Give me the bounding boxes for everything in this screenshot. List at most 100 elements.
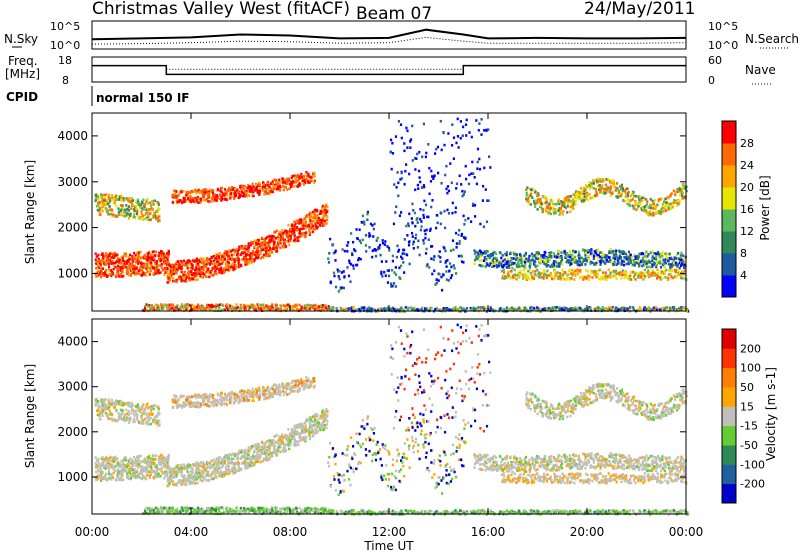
power-cell [251, 303, 254, 307]
power-cell [230, 264, 233, 268]
power-cell [304, 233, 307, 237]
power-cell [289, 228, 292, 231]
velocity-cell [101, 471, 104, 474]
power-cell [666, 306, 669, 309]
power-cell [171, 276, 174, 280]
power-cell [342, 286, 345, 290]
power-cell [583, 249, 586, 252]
power-cell [313, 227, 316, 231]
power-cell [647, 274, 650, 278]
power-cell [548, 202, 551, 205]
power-cell [255, 240, 258, 244]
power-cell [627, 250, 631, 254]
power-cell [523, 254, 526, 258]
power-cell [492, 260, 495, 264]
power-cell [574, 203, 577, 206]
power-cell [271, 234, 274, 238]
power-cell [676, 199, 679, 203]
power-cell [489, 306, 492, 309]
power-cell [549, 265, 552, 268]
power-cell [258, 251, 261, 255]
power-cell [660, 254, 663, 258]
power-cell [191, 197, 194, 200]
power-cell [112, 201, 115, 204]
power-cell [463, 308, 466, 312]
power-cell [157, 264, 160, 267]
power-cell [411, 221, 414, 225]
power-cell [119, 267, 123, 271]
power-cell [330, 306, 333, 309]
power-cell [639, 203, 642, 206]
power-cell [507, 260, 510, 263]
power-cell [622, 198, 625, 202]
power-cell [272, 307, 275, 310]
power-cell [530, 192, 533, 196]
power-cell [478, 122, 481, 125]
power-cell [462, 261, 465, 264]
power-cell [115, 254, 118, 257]
power-cell [626, 258, 630, 261]
power-cell [568, 278, 572, 281]
power-cell [230, 192, 233, 196]
power-cell [247, 194, 250, 197]
power-cell [555, 306, 558, 309]
power-cell [542, 260, 545, 263]
power-cell [316, 308, 319, 311]
power-cell [218, 197, 221, 201]
power-cell [643, 255, 646, 258]
power-cell [640, 273, 643, 277]
power-cell [113, 197, 116, 201]
power-cell [243, 257, 246, 261]
power-cell [265, 250, 268, 253]
power-cell [639, 260, 642, 264]
power-cell [525, 199, 529, 202]
power-cell [586, 275, 589, 279]
power-cell [152, 199, 155, 203]
power-cell [153, 267, 156, 271]
power-cell [240, 189, 243, 192]
velocity-cell [119, 472, 122, 476]
power-cell [251, 182, 254, 186]
power-cell [666, 257, 669, 260]
power-cell [310, 213, 313, 217]
power-cell [222, 256, 225, 259]
power-cell [472, 306, 475, 310]
power-cell [647, 273, 650, 276]
power-cell [248, 260, 251, 263]
power-cell [208, 258, 212, 261]
power-cell [199, 257, 202, 260]
power-cell [197, 201, 200, 204]
power-cell [439, 211, 442, 214]
power-cell [538, 272, 541, 276]
power-cell [208, 304, 211, 307]
power-cell [625, 307, 628, 310]
power-cell [549, 271, 552, 275]
power-cell [483, 250, 486, 253]
power-cell [525, 257, 528, 261]
power-cell [273, 241, 276, 244]
power-cell [224, 190, 228, 193]
power-cell [268, 243, 271, 246]
power-cell [566, 308, 569, 311]
power-cell [465, 308, 468, 312]
power-cell [285, 308, 288, 311]
power-cell [310, 223, 313, 226]
power-cell [287, 177, 290, 181]
power-cell [239, 247, 242, 250]
power-cell [463, 236, 466, 239]
power-cell [573, 192, 576, 195]
power-cell [322, 213, 325, 216]
power-cell [215, 272, 218, 276]
power-cell [650, 274, 653, 277]
power-cell [255, 250, 258, 253]
power-cell [241, 258, 245, 261]
power-cell [638, 264, 641, 268]
power-cell [385, 308, 388, 311]
power-cell [595, 192, 599, 196]
power-cell [238, 191, 241, 195]
power-cell [479, 250, 483, 254]
power-cell [616, 195, 619, 199]
power-cell [271, 305, 274, 309]
velocity-cell [119, 462, 122, 466]
power-cell [98, 273, 101, 276]
